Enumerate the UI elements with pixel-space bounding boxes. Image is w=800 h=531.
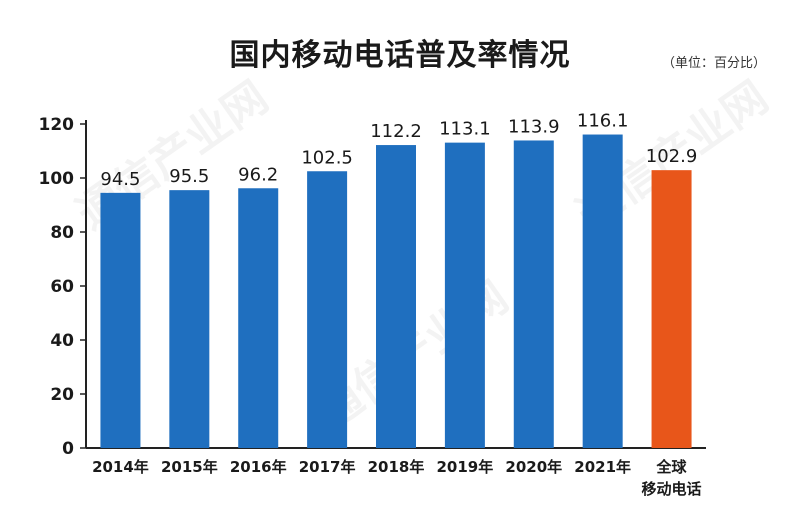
x-tick-label: 2018年 [368,458,425,476]
x-tick-label: 2017年 [299,458,356,476]
x-tick-label: 2020年 [505,458,562,476]
bar [651,170,692,449]
bar-value-label: 113.1 [439,119,491,140]
y-tick-label: 60 [50,277,74,297]
x-tick-label: 2021年 [574,458,631,476]
chart-title: 国内移动电话普及率情况 [229,38,571,73]
bar-value-label: 96.2 [238,164,278,185]
bar [513,140,554,448]
y-tick-label: 20 [50,385,74,405]
bar [100,192,141,448]
x-tick-label: 2016年 [230,458,287,476]
x-tick-label: 移动电话 [642,480,702,498]
y-tick-label: 0 [62,439,74,459]
bar [444,142,485,448]
y-tick-label: 120 [39,115,75,135]
bar [582,134,623,448]
x-tick-label: 2015年 [161,458,218,476]
bar [238,188,279,448]
bar-value-label: 94.5 [100,169,140,190]
unit-label: （单位：百分比） [661,56,766,71]
bar-value-label: 112.2 [370,121,422,142]
bar-value-label: 95.5 [169,166,209,187]
y-tick-label: 80 [50,223,74,243]
bar-value-label: 113.9 [508,116,560,137]
bar-value-label: 116.1 [577,111,629,132]
bar-value-label: 102.5 [301,147,353,168]
x-tick-label: 全球 [656,458,688,476]
y-tick-label: 100 [39,169,75,189]
bar-value-label: 102.9 [646,146,698,167]
x-tick-label: 2019年 [437,458,494,476]
bar [307,171,348,448]
x-tick-label: 2014年 [92,458,149,476]
bar [376,145,416,448]
y-tick-label: 40 [50,331,74,351]
bar [169,190,210,448]
